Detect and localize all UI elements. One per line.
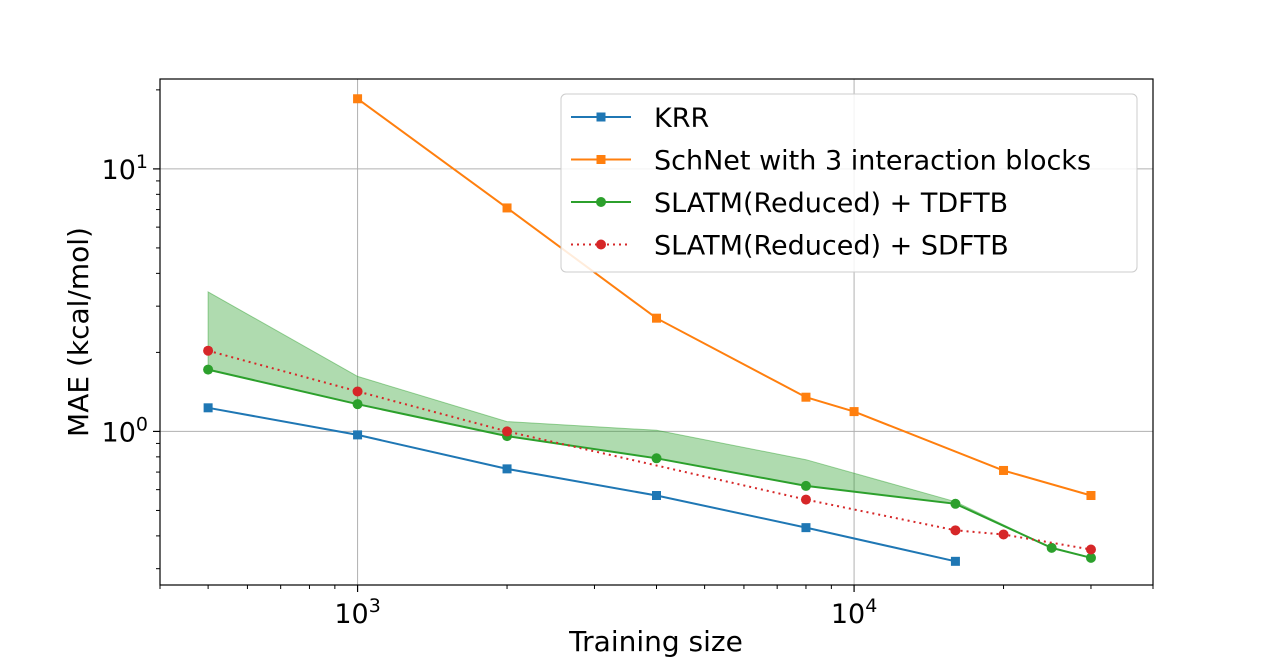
series-line [207,406,956,563]
data-point [801,523,811,533]
data-point [203,403,213,413]
series-2 [203,364,1096,563]
legend-marker [596,197,606,207]
legend-box [560,93,1138,273]
data-point [1085,544,1096,555]
data-point [353,94,363,104]
legend-label: SLATM(Reduced) + TDFTB [654,188,1008,219]
y-tick-label: 101 [102,151,148,186]
series-lines [203,94,1096,566]
axes: 103 104 100 101 [102,78,1154,630]
legend: KRR SchNet with 3 interaction blocks SLATM… [560,93,1138,273]
data-point [950,556,960,566]
y-axis-title: MAE (kcal/mol) [62,227,95,437]
plot-frame [159,78,1154,586]
data-point [652,313,661,323]
data-point [800,480,811,491]
data-point [502,464,512,474]
x-tick-label: 103 [334,595,380,630]
data-point [999,465,1009,475]
data-point [1046,542,1057,553]
data-point [950,525,961,536]
data-point [950,498,961,509]
series-line [207,368,1092,559]
series-0 [203,403,960,566]
data-point [1086,491,1096,501]
data-point [800,494,811,505]
data-point [203,345,214,356]
series-1 [353,94,1096,501]
legend-label: KRR [654,103,709,134]
data-point [502,203,512,213]
y-tick-label: 100 [102,413,148,448]
legend-label: SLATM(Reduced) + SDFTB [654,231,1009,262]
legend-marker [596,239,606,250]
data-point [353,430,363,440]
data-point [801,392,811,402]
data-point [352,386,363,397]
legend-marker [596,112,606,122]
x-tick-label: 104 [831,595,877,630]
data-point [652,491,661,501]
legend-label: SchNet with 3 interaction blocks [654,146,1091,177]
data-point [849,407,859,417]
legend-marker [596,155,606,164]
data-point [352,399,363,410]
data-point [998,529,1009,540]
x-axis-title: Training size [568,625,743,657]
data-point [203,364,214,375]
data-point [502,426,513,437]
series-3 [203,345,1096,555]
data-point [1085,552,1096,563]
data-point [651,453,662,464]
